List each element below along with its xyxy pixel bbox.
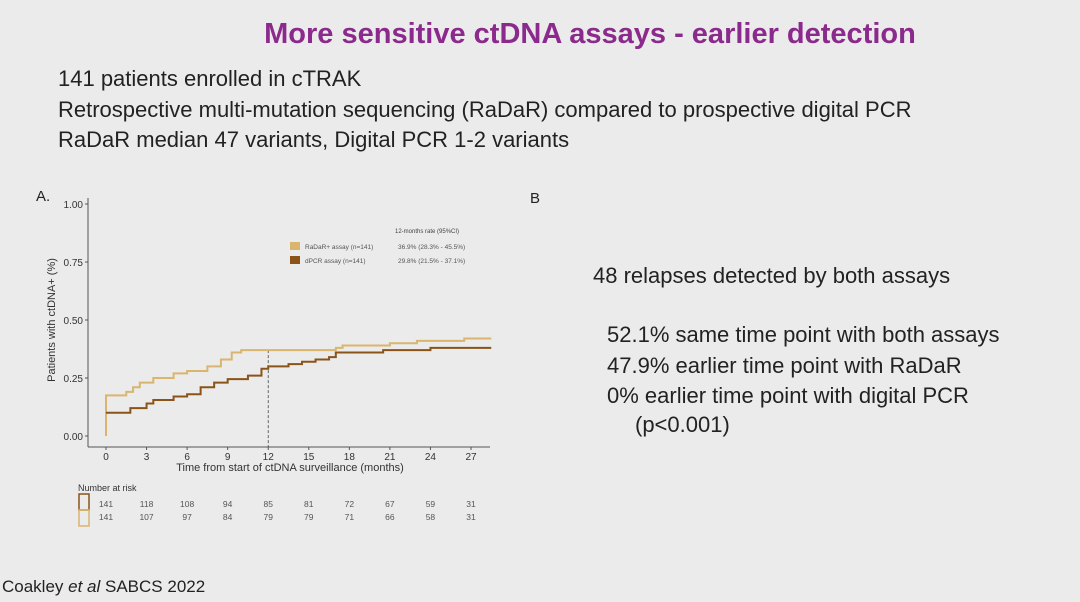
slide-title: More sensitive ctDNA assays - earlier de…	[264, 18, 916, 50]
citation-venue: SABCS 2022	[100, 577, 206, 596]
x-tick-label: 6	[184, 452, 190, 463]
p-value: (p<0.001)	[635, 412, 730, 437]
legend-rate-dpcr: 29.8% (21.5% - 37.1%)	[398, 258, 465, 265]
intro-line-2: Retrospective multi-mutation sequencing …	[58, 97, 912, 122]
km-curve-dpcr	[106, 346, 492, 414]
panel-a-label: A.	[36, 188, 51, 205]
risk-value: 79	[263, 512, 273, 522]
citation-etal: et al	[68, 577, 101, 596]
risk-value: 85	[263, 499, 273, 509]
x-tick-label: 21	[384, 452, 396, 463]
x-tick-label: 24	[425, 452, 437, 463]
finding-3: 0% earlier time point with digital PCR	[607, 383, 969, 408]
x-tick-label: 15	[303, 452, 315, 463]
intro-line-3: RaDaR median 47 variants, Digital PCR 1-…	[58, 127, 570, 152]
km-curve-radar	[105, 337, 492, 436]
intro-line-1: 141 patients enrolled in cTRAK	[58, 66, 362, 91]
x-tick-label: 9	[225, 452, 231, 463]
risk-value: 97	[182, 512, 192, 522]
risk-value: 141	[99, 499, 113, 509]
risk-value: 58	[426, 512, 436, 522]
x-axis-label: Time from start of ctDNA surveillance (m…	[176, 462, 404, 474]
legend-swatch-dpcr	[290, 256, 300, 264]
risk-value: 118	[140, 499, 154, 509]
y-tick-label: 1.00	[64, 200, 84, 211]
legend-swatch-radar	[290, 242, 300, 250]
risk-value: 72	[345, 499, 355, 509]
finding-2: 47.9% earlier time point with RaDaR	[607, 353, 962, 378]
risk-value: 31	[466, 499, 476, 509]
risk-value: 67	[385, 499, 395, 509]
y-tick-label: 0.75	[64, 258, 84, 269]
risk-value: 71	[345, 512, 355, 522]
risk-value: 84	[223, 512, 233, 522]
x-tick-label: 12	[263, 452, 275, 463]
risk-swatch-radar	[78, 509, 90, 527]
risk-value: 66	[385, 512, 395, 522]
y-axis-label: Patients with ctDNA+ (%)	[46, 258, 58, 382]
risk-value: 79	[304, 512, 314, 522]
legend-label-dpcr: dPCR assay (n=141)	[305, 258, 366, 265]
x-tick-label: 3	[144, 452, 150, 463]
risk-value: 81	[304, 499, 314, 509]
risk-table-title: Number at risk	[78, 483, 137, 493]
y-tick-label: 0.50	[64, 316, 84, 327]
risk-value: 59	[426, 499, 436, 509]
risk-value: 141	[99, 512, 113, 522]
panel-b-label: B	[530, 190, 541, 207]
x-tick-label: 27	[465, 452, 477, 463]
citation-authors: Coakley	[2, 577, 69, 596]
risk-value: 94	[223, 499, 233, 509]
y-tick-label: 0.00	[64, 432, 84, 443]
citation: Coakley et al SABCS 2022	[2, 577, 205, 597]
risk-value: 107	[139, 512, 153, 522]
risk-value: 108	[180, 499, 194, 509]
findings-headline: 48 relapses detected by both assays	[593, 263, 951, 288]
legend-label-radar: RaDaR+ assay (n=141)	[305, 244, 373, 251]
risk-swatch-dpcr	[78, 493, 90, 511]
legend-header: 12-months rate (95%CI)	[395, 229, 459, 235]
x-tick-label: 18	[344, 452, 356, 463]
x-tick-label: 0	[103, 452, 109, 463]
finding-1: 52.1% same time point with both assays	[607, 322, 1000, 347]
risk-value: 31	[466, 512, 476, 522]
y-tick-label: 0.25	[64, 374, 84, 385]
legend-rate-radar: 36.9% (28.3% - 45.5%)	[398, 244, 465, 251]
